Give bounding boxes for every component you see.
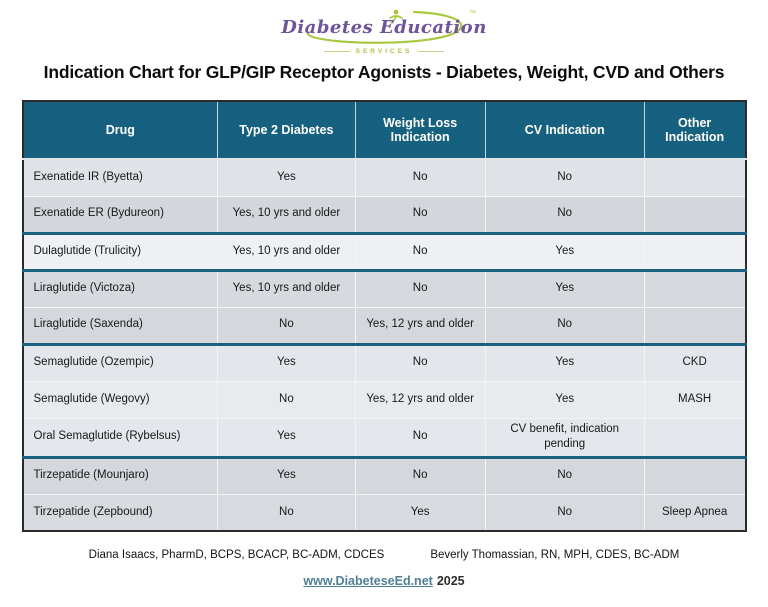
value-cell (643, 457, 746, 495)
table-row: Tirzepatide (Mounjaro) Yes No No (22, 457, 746, 495)
footer-year: 2025 (436, 574, 465, 589)
table-row: Tirzepatide (Zepbound) No Yes No Sleep Apnea (22, 494, 746, 532)
value-cell (643, 307, 746, 346)
value-cell: Yes (217, 418, 356, 459)
table-row: Dulaglutide (Trulicity) Yes, 10 yrs and o… (22, 233, 746, 272)
value-cell: No (354, 196, 486, 235)
table-row: Liraglutide (Victoza) Yes, 10 yrs and old… (22, 270, 746, 308)
logo-mark: Diabetes Education ™ (274, 8, 494, 48)
indication-table: Drug Type 2 Diabetes Weight Loss Indicatio… (21, 100, 747, 533)
author-left: Diana Isaacs, PharmD, BCPS, BCACP, BC-AD… (88, 549, 385, 562)
value-cell: No (484, 196, 645, 235)
drug-cell: Tirzepatide (Mounjaro) (22, 457, 218, 495)
logo-trademark: ™ (469, 10, 476, 17)
drug-cell: Exenatide ER (Bydureon) (22, 196, 218, 235)
table-header-row: Drug Type 2 Diabetes Weight Loss Indicatio… (22, 101, 746, 160)
services-right-line (418, 51, 445, 52)
author-right: Beverly Thomassian, RN, MPH, CDES, BC-AD… (430, 549, 680, 562)
drug-cell: Semaglutide (Ozempic) (22, 344, 218, 382)
value-cell: No (217, 307, 356, 346)
table-row: Exenatide IR (Byetta) Yes No No (22, 159, 746, 197)
table-row: Exenatide ER (Bydureon) Yes, 10 yrs and o… (22, 196, 746, 235)
footer-link-line: www.DiabeteseEd.net 2025 (0, 574, 768, 588)
column-header: Other Indication (643, 101, 746, 160)
value-cell: Sleep Apnea (643, 494, 746, 532)
value-cell: Yes, 12 yrs and older (354, 381, 486, 419)
value-cell: Yes (217, 159, 356, 197)
value-cell: No (484, 307, 645, 346)
logo-services-row: SERVICES (323, 48, 445, 55)
drug-cell: Exenatide IR (Byetta) (22, 159, 218, 197)
column-header: CV Indication (484, 101, 645, 160)
services-left-line (323, 51, 350, 52)
logo-swoosh-icon (306, 9, 463, 44)
value-cell: No (217, 381, 356, 419)
page-title: Indication Chart for GLP/GIP Receptor Ag… (43, 62, 725, 82)
drug-cell: Dulaglutide (Trulicity) (22, 233, 218, 272)
value-cell (643, 418, 746, 459)
value-cell: No (354, 457, 486, 495)
column-header: Drug (22, 101, 218, 160)
value-cell: Yes, 10 yrs and older (217, 270, 356, 308)
value-cell (643, 159, 746, 197)
value-cell (643, 196, 746, 235)
value-cell: No (354, 159, 486, 197)
value-cell: Yes (484, 344, 645, 382)
authors-line: Diana Isaacs, PharmD, BCPS, BCACP, BC-AD… (0, 549, 768, 561)
value-cell (643, 233, 746, 272)
value-cell: No (217, 494, 356, 532)
value-cell: No (484, 457, 645, 495)
value-cell: Yes, 10 yrs and older (217, 196, 356, 235)
website-link[interactable]: www.DiabeteseEd.net (303, 574, 433, 589)
value-cell: Yes (354, 494, 486, 532)
value-cell: Yes, 10 yrs and older (217, 233, 356, 272)
value-cell: No (354, 344, 486, 382)
value-cell: Yes (484, 270, 645, 308)
value-cell: Yes (217, 344, 356, 382)
drug-cell: Liraglutide (Victoza) (22, 270, 218, 308)
column-header: Type 2 Diabetes (217, 101, 356, 160)
drug-cell: Tirzepatide (Zepbound) (33, 505, 153, 518)
logo: Diabetes Education ™ SERVICES (0, 0, 768, 55)
value-cell: Yes (217, 457, 356, 495)
value-cell: Yes, 12 yrs and older (354, 307, 486, 346)
value-cell: No (484, 494, 645, 532)
value-cell: Yes (484, 381, 645, 419)
value-cell (643, 270, 746, 308)
table-row: Liraglutide (Saxenda) No Yes, 12 yrs and o… (22, 307, 746, 346)
value-cell: No (354, 418, 486, 459)
drug-cell: Oral Semaglutide (Rybelsus) (22, 418, 218, 459)
value-cell: MASH (643, 381, 746, 419)
value-cell: Yes (484, 233, 645, 272)
value-cell: No (354, 270, 486, 308)
logo-brand-text: Diabetes Education (281, 17, 487, 38)
value-cell: CV benefit, indication pending (484, 418, 645, 459)
logo-services-text: SERVICES (355, 48, 413, 55)
drug-cell: Liraglutide (Saxenda) (22, 307, 218, 346)
table-row: Semaglutide (Wegovy) No Yes, 12 yrs and ol… (22, 381, 746, 419)
value-cell: CKD (643, 344, 746, 382)
value-cell: No (354, 233, 486, 272)
table-row: Oral Semaglutide (Rybelsus) Yes No CV benef… (22, 418, 746, 459)
value-cell: No (484, 159, 645, 197)
table-body: Exenatide IR (Byetta) Yes No No Exenatide ER… (22, 159, 746, 532)
table-row: Semaglutide (Ozempic) Yes No Yes CKD (22, 344, 746, 382)
column-header: Weight Loss Indication (354, 101, 486, 160)
drug-cell: Semaglutide (Wegovy) (22, 381, 218, 419)
